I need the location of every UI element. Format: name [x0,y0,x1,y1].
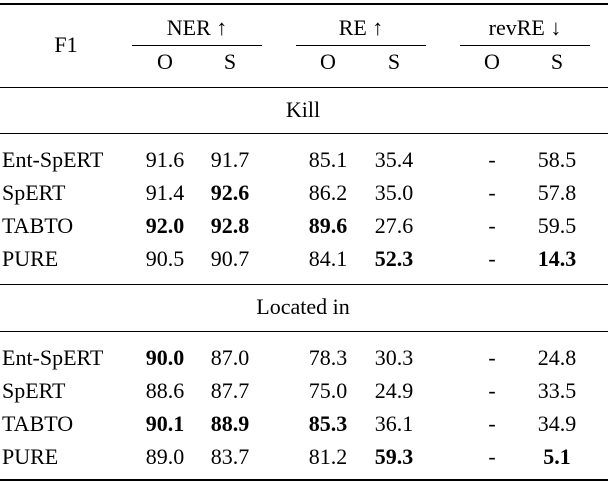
table-cell: 90.0 [145,345,185,370]
table-cell: 87.0 [210,345,250,370]
section-rule [0,284,608,285]
table-cell: 91.6 [145,147,185,172]
table-cell: 85.3 [308,411,348,436]
group-underline [132,45,262,46]
group-header: NER ↑ [166,15,228,40]
subheader-s: S [223,49,237,74]
table-cell: - [488,246,496,271]
table-cell: 85.1 [308,147,348,172]
table-cell: 89.6 [308,213,348,238]
table-cell: 88.6 [145,378,185,403]
top-rule [0,3,608,5]
table-cell: 34.9 [537,411,577,436]
header-rule [0,87,608,88]
subheader-s: S [550,49,564,74]
table-cell: 90.7 [210,246,250,271]
group-header: revRE ↓ [488,15,562,40]
table-cell: 89.0 [145,444,185,469]
model-name: TABTO [2,213,74,238]
table-cell: - [488,180,496,205]
table-cell: 35.4 [374,147,414,172]
table-cell: - [488,345,496,370]
table-cell: - [488,213,496,238]
table-cell: 58.5 [537,147,577,172]
table-cell: 92.8 [210,213,250,238]
model-name: SpERT [2,180,66,205]
section-rule [0,331,608,332]
group-header: RE ↑ [338,15,384,40]
table-cell: 92.0 [145,213,185,238]
table-cell: 24.9 [374,378,414,403]
model-name: PURE [2,444,59,469]
table-cell: 33.5 [537,378,577,403]
model-name: SpERT [2,378,66,403]
table-cell: - [488,411,496,436]
table-cell: 84.1 [308,246,348,271]
table-cell: 75.0 [308,378,348,403]
table-cell: 24.8 [537,345,577,370]
model-name: Ent-SpERT [2,345,104,370]
table-cell: 27.6 [374,213,414,238]
table-cell: 83.7 [210,444,250,469]
table-cell: 88.9 [210,411,250,436]
subheader-s: S [387,49,401,74]
table-cell: 90.5 [145,246,185,271]
table-cell: 78.3 [308,345,348,370]
table-cell: 91.4 [145,180,185,205]
table-cell: 81.2 [308,444,348,469]
table-cell: 35.0 [374,180,414,205]
table-cell: 59.3 [374,444,414,469]
subheader-o: O [320,49,336,74]
table-cell: - [488,147,496,172]
table-cell: 87.7 [210,378,250,403]
subheader-o: O [157,49,173,74]
subheader-o: O [484,49,500,74]
table-cell: - [488,444,496,469]
group-underline [460,45,590,46]
table-cell: - [488,378,496,403]
table-cell: 52.3 [374,246,414,271]
table-cell: 86.2 [308,180,348,205]
section-rule [0,133,608,134]
table-cell: 57.8 [537,180,577,205]
table-cell: 90.1 [145,411,185,436]
section-title: Located in [256,294,350,319]
table-cell: 59.5 [537,213,577,238]
section-title: Kill [285,97,321,122]
model-name: TABTO [2,411,74,436]
model-name: Ent-SpERT [2,147,104,172]
table-cell: 92.6 [210,180,250,205]
group-underline [296,45,426,46]
table-cell: 14.3 [537,246,577,271]
metric-header: F1 [54,32,78,57]
bottom-rule [0,479,608,481]
table-cell: 5.1 [543,444,571,469]
model-name: PURE [2,246,59,271]
table-cell: 91.7 [210,147,250,172]
table-cell: 36.1 [374,411,414,436]
table-cell: 30.3 [374,345,414,370]
